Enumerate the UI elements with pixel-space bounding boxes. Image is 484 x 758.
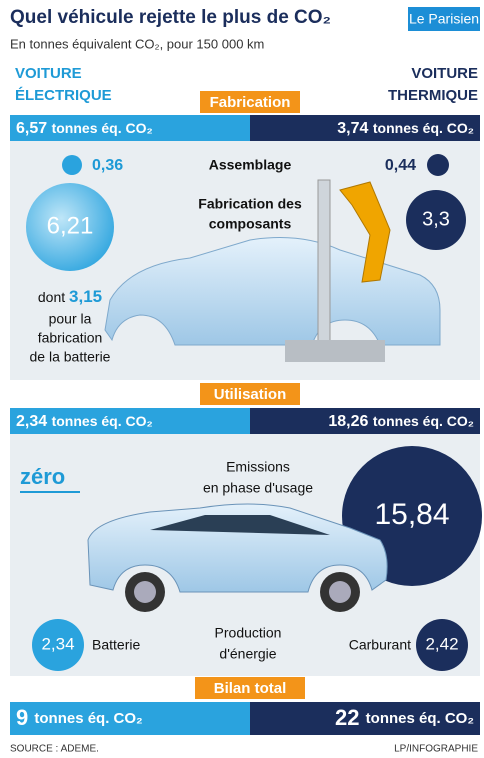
column-right: VOITURE [411,65,478,82]
battery-note: de la batterie [30,349,111,365]
source: SOURCE : ADEME. [10,744,99,755]
assemblage-left: 0,36 [92,157,123,174]
column-left: VOITURE [15,65,82,82]
composants-label: Fabrication des [198,196,302,212]
value: 9 [16,705,28,730]
production-left-label: Batterie [92,637,140,653]
production-label: d'énergie [219,646,276,662]
title: Quel véhicule rejette le plus de CO₂ [10,7,331,28]
unit: tonnes éq. CO₂ [52,120,153,136]
composants-right: 3,3 [422,208,450,230]
emissions-right: 15,84 [374,498,449,531]
unit: tonnes éq. CO₂ [366,710,474,727]
column-right: THERMIQUE [388,87,478,104]
unit: tonnes éq. CO₂ [373,120,474,136]
total-right: 18,26 tonnes éq. CO₂ [328,413,474,431]
column-left: ÉLECTRIQUE [15,87,112,104]
total-right: 3,74 tonnes éq. CO₂ [337,120,474,138]
subtitle: En tonnes équivalent CO₂, pour 150 000 k… [10,36,264,51]
value: 3,74 [337,120,368,137]
section-label: Bilan total [214,680,287,697]
unit: tonnes éq. CO₂ [52,413,153,429]
wheel [329,581,351,603]
unit: tonnes éq. CO₂ [34,710,142,727]
production-left: 2,34 [41,634,74,653]
value: 2,34 [16,413,47,430]
wheel [134,581,156,603]
value: 6,57 [16,120,47,137]
battery-value: 3,15 [69,287,102,306]
assemblage-label: Assemblage [209,157,292,173]
production-right-label: Carburant [349,637,411,653]
bubble [62,155,82,175]
section-label: Utilisation [214,386,287,403]
battery-note: dont 3,15 [38,287,102,306]
robot-base [285,340,385,362]
value: 22 [335,705,359,730]
production-label: Production [215,625,282,641]
credit: LP/INFOGRAPHIE [394,744,478,755]
battery-prefix: dont [38,289,65,305]
infographic: Quel véhicule rejette le plus de CO₂ Le … [0,0,484,758]
production-right: 2,42 [425,634,458,653]
total-left: 2,34 tonnes éq. CO₂ [16,413,153,431]
logo: Le Parisien [409,11,479,27]
composants-label: composants [209,216,292,232]
battery-note: fabrication [38,330,103,346]
emissions-left: zéro [20,464,65,489]
robot-pillar [318,180,330,350]
value: 18,26 [328,413,368,430]
battery-note: pour la [49,311,92,327]
bubble [427,154,449,176]
emissions-label: en phase d'usage [203,480,313,496]
unit: tonnes éq. CO₂ [373,413,474,429]
assemblage-right: 0,44 [385,157,416,174]
section-label: Fabrication [210,94,291,111]
total-left: 6,57 tonnes éq. CO₂ [16,120,153,138]
composants-left: 6,21 [47,212,94,239]
emissions-label: Emissions [226,459,290,475]
